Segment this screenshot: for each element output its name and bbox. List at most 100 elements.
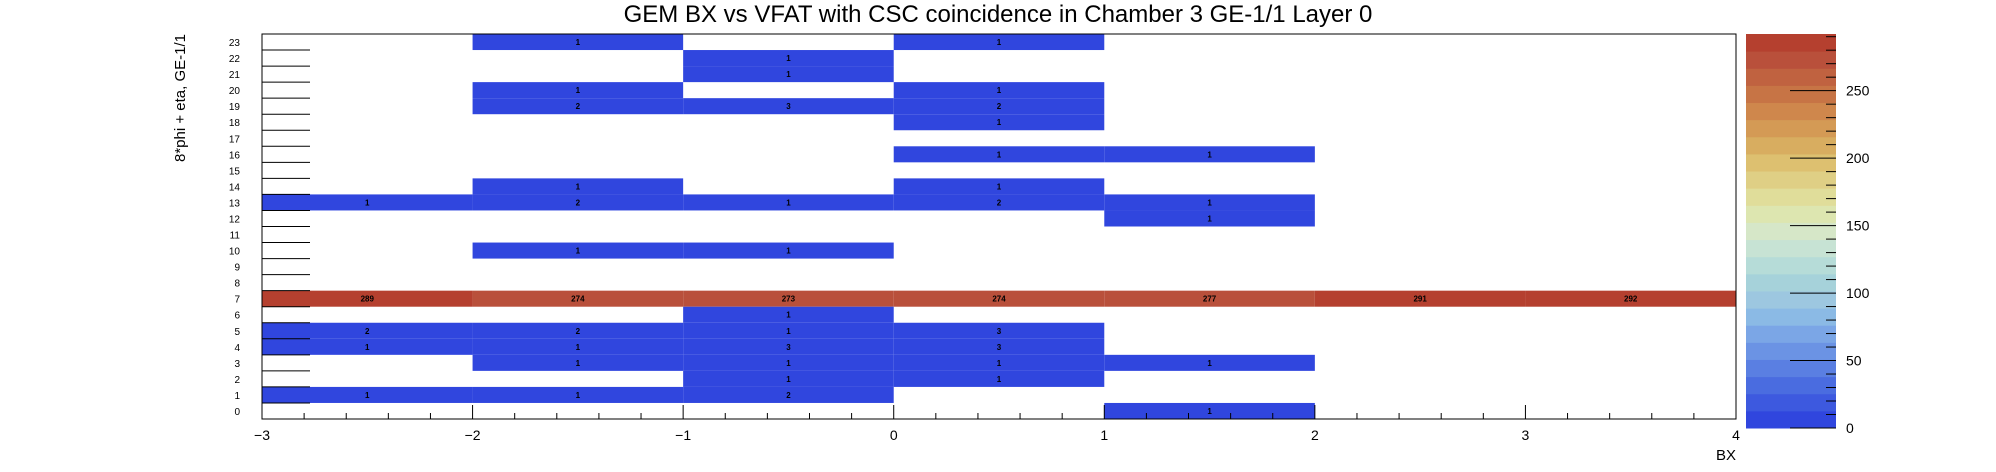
cell-value-label: 277 bbox=[1203, 295, 1217, 304]
y-tick-marks bbox=[262, 33, 310, 420]
y-tick-label: 22 bbox=[229, 54, 241, 65]
cell-value-label: 3 bbox=[786, 102, 791, 111]
heatmap-cell bbox=[683, 66, 894, 83]
color-scale-swatch bbox=[1746, 102, 1836, 121]
color-scale-swatch bbox=[1746, 376, 1836, 395]
heatmap-cell bbox=[893, 338, 1105, 355]
y-tick-label: 13 bbox=[229, 198, 241, 209]
y-tick-label: 17 bbox=[229, 134, 241, 145]
cell-value-label: 1 bbox=[1207, 214, 1212, 223]
cell-value-label: 1 bbox=[365, 343, 370, 352]
color-scale-swatch bbox=[1746, 359, 1836, 378]
y-axis-label: 8*phi + eta, GE-1/1 bbox=[172, 34, 189, 162]
cell-value-label: 2 bbox=[576, 327, 581, 336]
cell-value-label: 1 bbox=[576, 343, 581, 352]
cell-value-label: 1 bbox=[786, 311, 791, 320]
color-scale-swatch bbox=[1746, 153, 1836, 172]
y-tick-label: 18 bbox=[229, 118, 241, 129]
x-tick-label: 3 bbox=[1522, 427, 1530, 443]
heatmap-cell bbox=[472, 290, 684, 307]
heatmap-cell bbox=[683, 338, 894, 355]
x-tick-label: 0 bbox=[890, 427, 898, 443]
cell-value-label: 1 bbox=[576, 86, 581, 95]
heatmap-cell bbox=[893, 194, 1105, 211]
cell-value-label: 1 bbox=[1207, 150, 1212, 159]
y-tick-label: 12 bbox=[229, 214, 241, 225]
cell-value-label: 289 bbox=[361, 295, 375, 304]
y-tick-label: 21 bbox=[229, 70, 241, 81]
cell-value-label: 1 bbox=[997, 86, 1002, 95]
cell-value-label: 1 bbox=[997, 182, 1002, 191]
color-scale-swatch bbox=[1746, 188, 1836, 206]
cell-value-label: 1 bbox=[786, 70, 791, 79]
color-scale-swatch bbox=[1746, 308, 1836, 326]
cell-value-label: 1 bbox=[786, 247, 791, 256]
heatmap-cell bbox=[893, 370, 1105, 387]
heatmap-cell bbox=[1104, 146, 1315, 163]
y-tick-label: 10 bbox=[229, 247, 241, 258]
y-tick-label: 8 bbox=[234, 279, 240, 290]
heatmap-cell bbox=[1104, 354, 1315, 371]
heatmap-cell bbox=[472, 178, 684, 195]
color-scale-swatch bbox=[1746, 205, 1836, 223]
cell-value-label: 2 bbox=[997, 102, 1002, 111]
cell-value-label: 1 bbox=[576, 391, 581, 400]
cell-value-label: 1 bbox=[997, 359, 1002, 368]
cell-value-label: 1 bbox=[365, 391, 370, 400]
heatmap-cell bbox=[893, 82, 1105, 99]
heatmap-cell bbox=[1525, 290, 1736, 307]
cell-value-label: 1 bbox=[576, 38, 581, 47]
cell-value-label: 1 bbox=[786, 359, 791, 368]
heatmap-cell bbox=[893, 178, 1105, 195]
cell-value-label: 1 bbox=[1207, 407, 1212, 416]
heatmap-cell bbox=[1104, 194, 1315, 211]
heatmap-cell bbox=[472, 242, 684, 259]
color-scale-swatch bbox=[1746, 119, 1836, 138]
heatmap-cell bbox=[1104, 290, 1315, 307]
cell-value-label: 273 bbox=[782, 295, 796, 304]
color-scale-label: 50 bbox=[1846, 353, 1862, 369]
heatmap-cell bbox=[262, 322, 473, 339]
heatmap-cell bbox=[1104, 210, 1315, 227]
heatmap-cell bbox=[683, 306, 894, 323]
cell-value-label: 1 bbox=[576, 182, 581, 191]
heatmap-cell bbox=[893, 354, 1105, 371]
y-tick-label: 6 bbox=[234, 311, 240, 322]
color-scale-swatch bbox=[1746, 68, 1836, 86]
heatmap-cell bbox=[472, 194, 684, 211]
heatmap-cells: 1 1 1 1 1 1 2 3 2 1 1 1 1 1 1 2 1 2 1 1 1 1 289 274 273 274 277 291… bbox=[262, 34, 1736, 419]
heatmap-cell bbox=[893, 146, 1105, 163]
heatmap-cell bbox=[472, 82, 684, 99]
cell-value-label: 1 bbox=[997, 150, 1002, 159]
heatmap-cell bbox=[262, 194, 473, 211]
cell-value-label: 1 bbox=[576, 247, 581, 256]
cell-value-label: 2 bbox=[365, 327, 370, 336]
heatmap-cell bbox=[683, 370, 894, 387]
y-tick-label: 23 bbox=[229, 38, 241, 49]
heatmap-cell bbox=[893, 290, 1105, 307]
heatmap-cell bbox=[472, 354, 684, 371]
heatmap-cell bbox=[683, 98, 894, 115]
color-scale: 0 50 100 150 200 250 bbox=[1746, 34, 1870, 436]
heatmap-cell bbox=[262, 386, 473, 403]
x-tick-label: 1 bbox=[1100, 427, 1108, 443]
color-scale-swatch bbox=[1746, 239, 1836, 258]
x-tick-label: −2 bbox=[465, 427, 481, 443]
color-scale-label: 100 bbox=[1846, 285, 1870, 301]
heatmap-cell bbox=[683, 322, 894, 339]
chart-title: GEM BX vs VFAT with CSC coincidence in C… bbox=[624, 1, 1373, 28]
y-tick-label: 7 bbox=[234, 295, 240, 306]
color-scale-swatch bbox=[1746, 256, 1836, 275]
color-scale-label: 200 bbox=[1846, 150, 1870, 166]
heatmap-cell bbox=[472, 386, 684, 403]
heatmap-cell bbox=[1314, 290, 1526, 307]
color-scale-swatch bbox=[1746, 410, 1836, 429]
color-scale-swatch bbox=[1746, 171, 1836, 189]
heatmap-cell bbox=[893, 98, 1105, 115]
y-tick-label: 20 bbox=[229, 86, 241, 97]
cell-value-label: 291 bbox=[1413, 295, 1427, 304]
cell-value-label: 1 bbox=[576, 359, 581, 368]
cell-value-label: 1 bbox=[786, 198, 791, 207]
heatmap-cell bbox=[683, 50, 894, 67]
